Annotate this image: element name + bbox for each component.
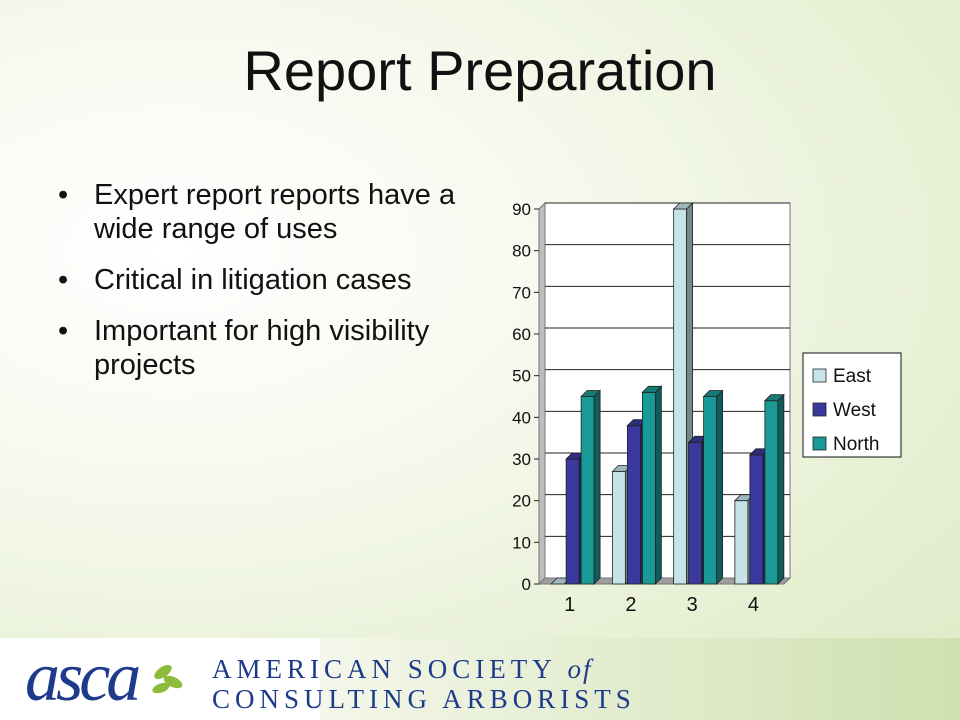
bar-face (764, 400, 779, 585)
bullet-text: Critical in litigation cases (94, 264, 412, 296)
plot-floor (537, 577, 792, 585)
bar-face (580, 396, 595, 585)
y-tick-label: 60 (512, 325, 531, 344)
org-name-main: AMERICAN SOCIETY (212, 654, 556, 684)
bar-face (641, 391, 656, 585)
bar (641, 385, 663, 585)
bar-face (611, 471, 626, 585)
bullet-item: • Expert report reports have a wide range… (58, 178, 458, 246)
y-tick-label: 0 (522, 575, 531, 594)
bar-face (703, 396, 718, 585)
bullet-text: Expert report reports have a wide range … (94, 179, 456, 245)
bullet-dot: • (58, 179, 69, 211)
slide-title: Report Preparation (243, 39, 717, 102)
footer: asca AMERICAN SOCIETY of CONSULTING ARBO… (0, 638, 960, 720)
y-tick-label: 30 (512, 450, 531, 469)
bullet-list: • Expert report reports have a wide range… (58, 178, 458, 399)
bar-side (777, 393, 785, 585)
legend-swatch (812, 368, 827, 383)
y-tick-label: 40 (512, 408, 531, 427)
x-tick-label: 3 (687, 594, 698, 616)
org-name-line2: CONSULTING ARBORISTS (212, 684, 636, 714)
bar-face (749, 454, 764, 585)
bar-face (673, 208, 688, 585)
legend-swatch (812, 436, 827, 451)
asca-logo: asca (25, 646, 183, 712)
y-tick-label: 80 (512, 242, 531, 261)
bullet-text: Important for high visibility projects (94, 315, 430, 381)
legend-label: North (833, 434, 879, 455)
bar-side (593, 389, 601, 585)
y-tick-label: 10 (512, 533, 531, 552)
org-name-of: of (567, 654, 593, 684)
bar-face (626, 425, 641, 585)
bar-face (688, 441, 703, 585)
bar (763, 393, 785, 585)
x-tick-label: 1 (564, 594, 575, 616)
bar-face (734, 500, 749, 585)
org-name-line1: AMERICAN SOCIETY of (212, 654, 593, 685)
bar-chart: 0 10 20 30 40 50 60 70 80 90 1 2 3 4 East West North (512, 200, 902, 616)
y-tick-label: 70 (512, 283, 531, 302)
plot-side-wall (538, 201, 546, 586)
bar (580, 389, 602, 585)
leaf-icon (152, 664, 183, 694)
y-tick-label: 50 (512, 367, 531, 386)
legend-label: West (833, 400, 877, 421)
bullet-dot: • (58, 315, 69, 347)
y-tick-label: 20 (512, 492, 531, 511)
bullet-dot: • (58, 264, 69, 296)
legend-label: East (833, 366, 872, 387)
y-tick-label: 90 (512, 200, 531, 219)
bullet-item: • Critical in litigation cases (58, 263, 458, 297)
x-tick-label: 2 (625, 594, 636, 616)
x-tick-label: 4 (748, 594, 759, 616)
svg-text:asca: asca (25, 646, 139, 712)
bullet-item: • Important for high visibility projects (58, 314, 458, 382)
bar (672, 202, 694, 585)
bar-face (565, 458, 580, 585)
bar (702, 389, 724, 585)
legend-swatch (812, 402, 827, 417)
bar-side (654, 385, 662, 585)
footer-band (320, 638, 960, 720)
bar-side (716, 389, 724, 585)
